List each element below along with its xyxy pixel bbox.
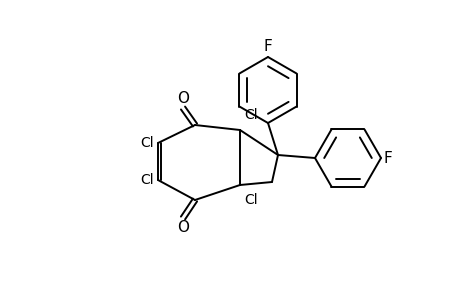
Text: F: F — [263, 39, 272, 54]
Text: Cl: Cl — [243, 108, 257, 122]
Text: Cl: Cl — [140, 136, 154, 150]
Text: F: F — [383, 151, 392, 166]
Text: O: O — [177, 91, 189, 106]
Text: Cl: Cl — [243, 193, 257, 207]
Text: Cl: Cl — [140, 173, 154, 187]
Text: O: O — [177, 220, 189, 235]
